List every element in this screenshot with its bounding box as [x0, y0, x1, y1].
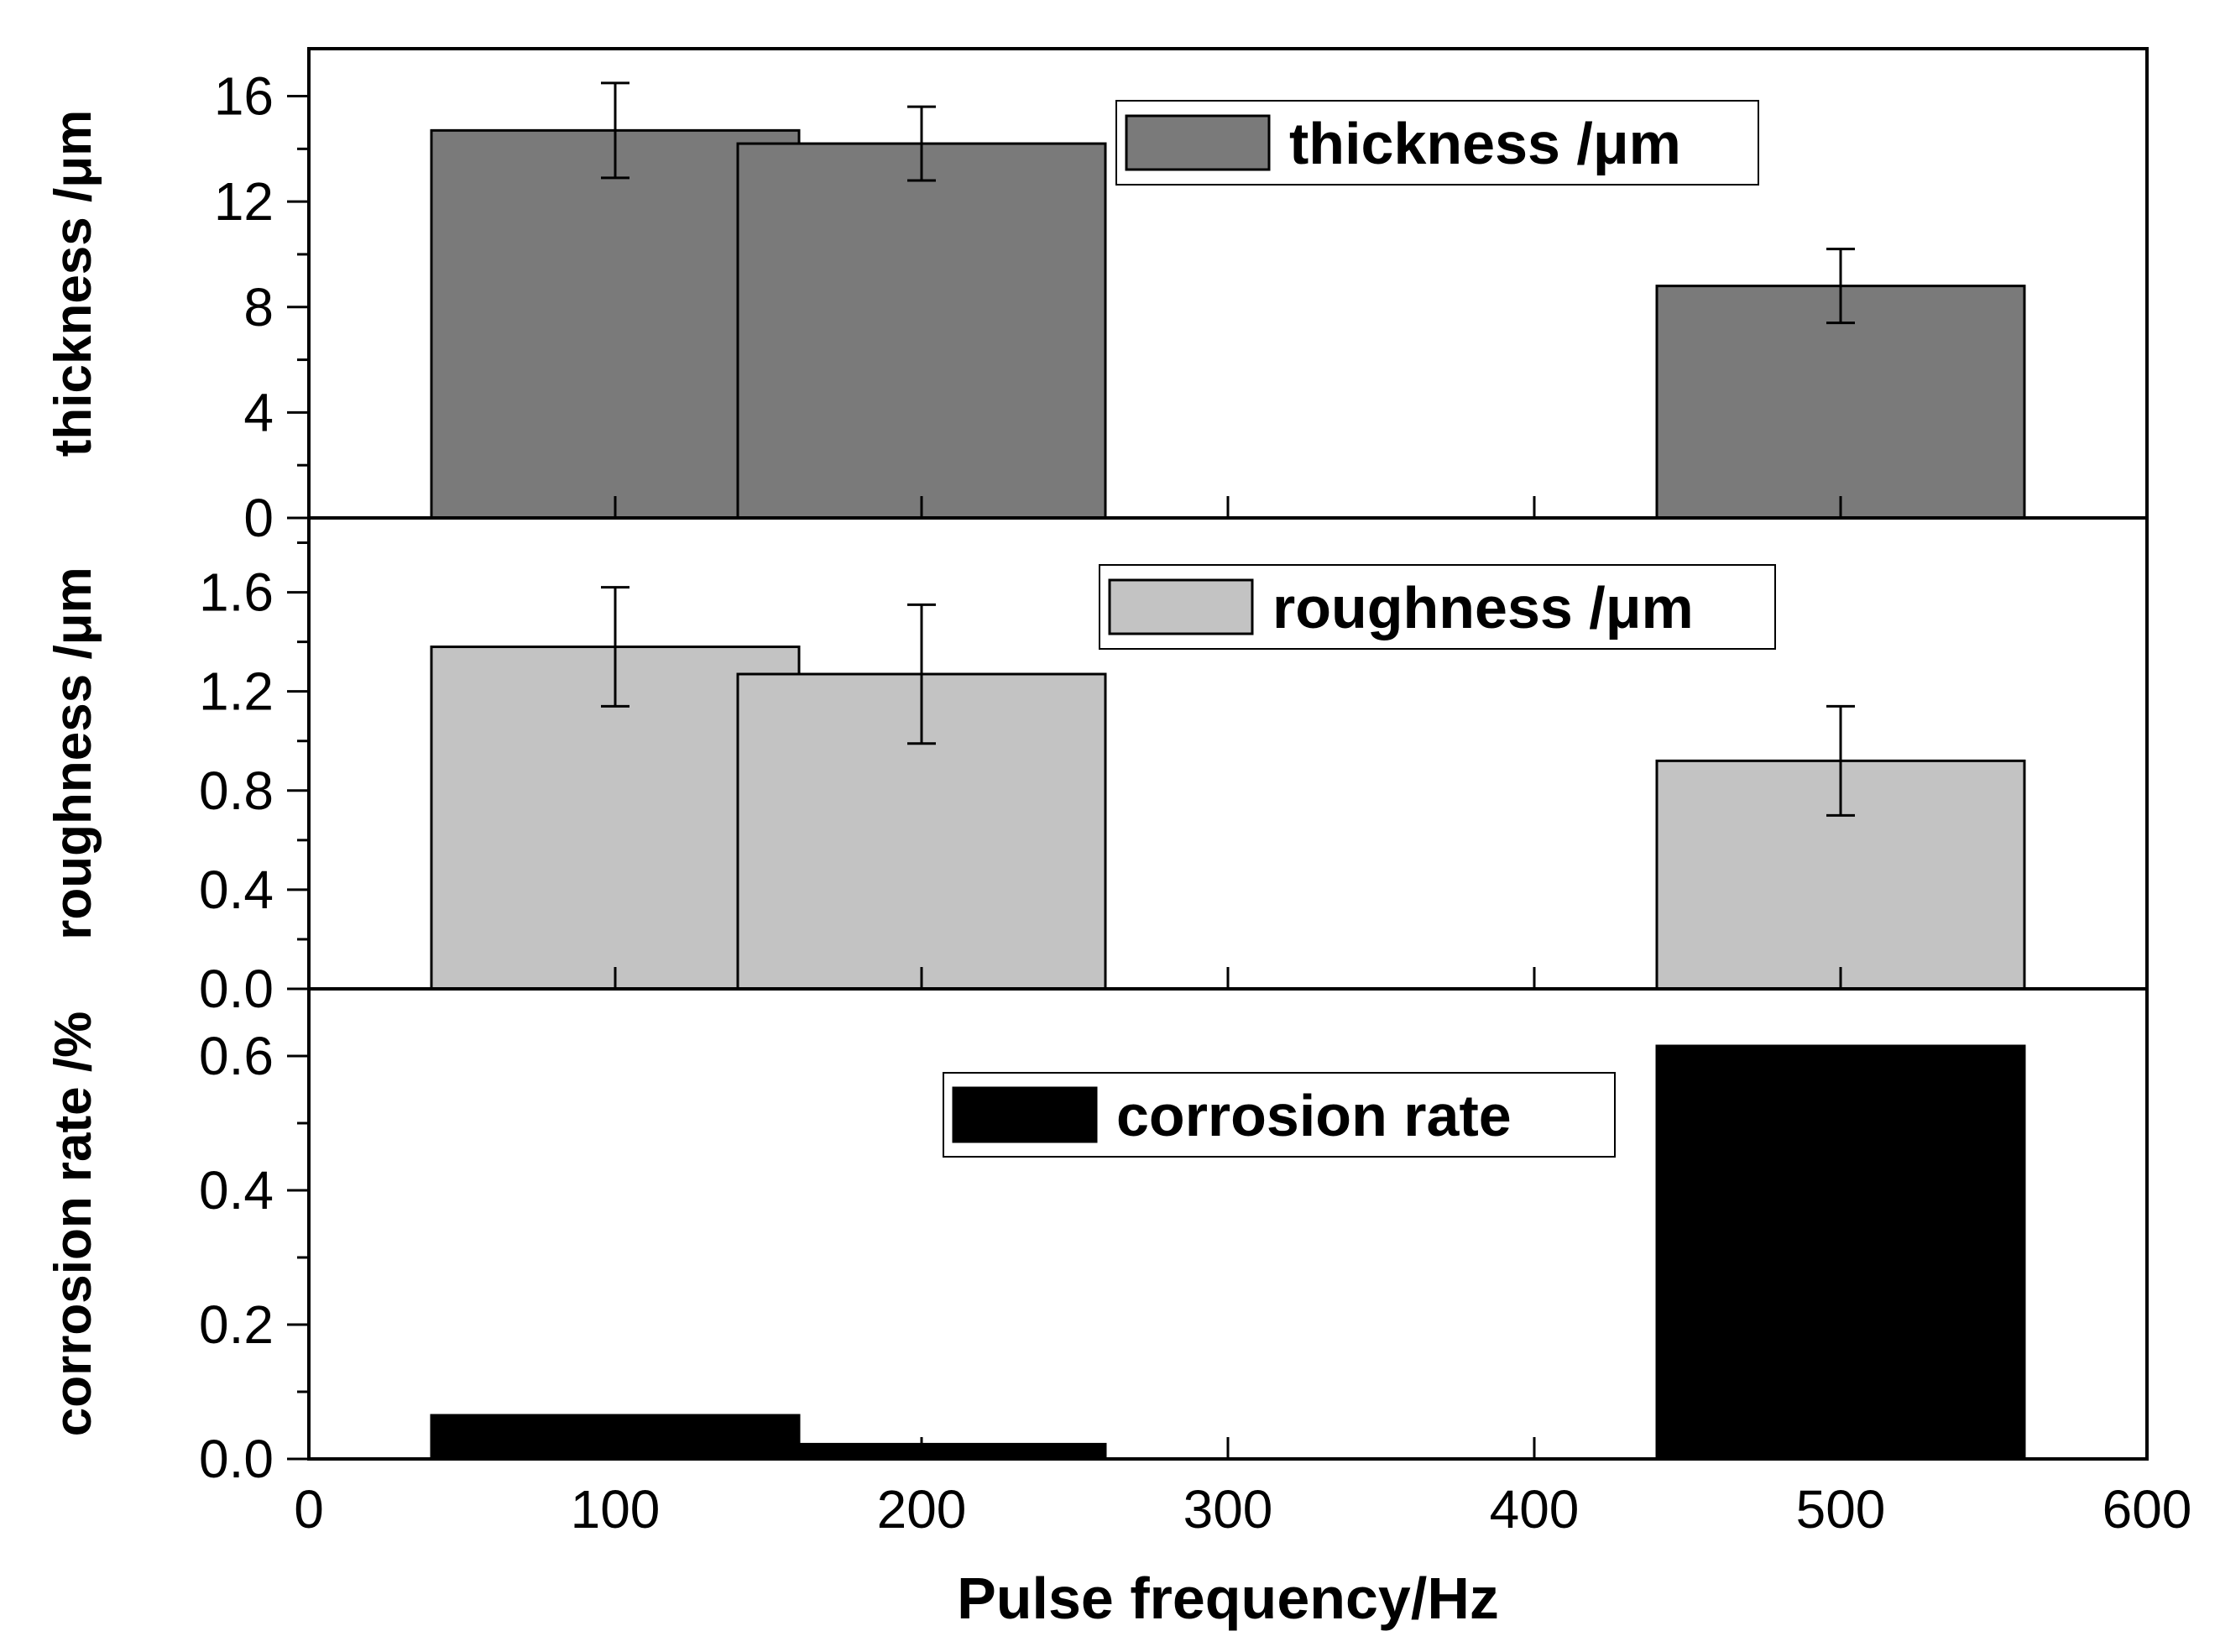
middle-y-tick-label: 0.0: [199, 959, 274, 1019]
bottom-y-axis-title: corrosion rate /%: [44, 1012, 102, 1436]
middle-legend-swatch: [1108, 578, 1254, 635]
middle-y-tick-label: 0.4: [199, 860, 274, 920]
top-y-tick-label: 8: [243, 277, 274, 337]
middle-y-axis-title: roughness /μm: [44, 567, 102, 939]
x-tick-label: 300: [1183, 1479, 1273, 1540]
bottom-y-tick-label: 0.4: [199, 1160, 274, 1221]
bottom-y-tick-label: 0.2: [199, 1294, 274, 1355]
bottom-y-tick-label: 0.0: [199, 1429, 274, 1489]
bottom-y-tick-label: 0.6: [199, 1026, 274, 1086]
middle-y-tick-label: 0.8: [199, 761, 274, 821]
x-tick-label: 200: [877, 1479, 967, 1540]
top-bar-200: [736, 142, 1107, 520]
top-y-axis-title: thickness /μm: [44, 110, 102, 457]
top-y-tick-label: 0: [243, 488, 274, 548]
bottom-legend-swatch: [952, 1086, 1098, 1143]
top-y-tick-label: 4: [243, 382, 274, 442]
bottom-legend-label: corrosion rate: [1116, 1083, 1512, 1148]
top-y-tick-label: 12: [214, 171, 274, 232]
x-tick-label: 500: [1796, 1479, 1886, 1540]
middle-y-tick-label: 1.2: [199, 661, 274, 722]
x-tick-label: 400: [1490, 1479, 1580, 1540]
top-legend-swatch: [1125, 114, 1271, 171]
x-tick-label: 600: [2102, 1479, 2192, 1540]
middle-y-tick-label: 1.6: [199, 562, 274, 623]
x-axis-title: Pulse frequency/Hz: [957, 1566, 1499, 1631]
middle-legend-label: roughness /μm: [1272, 575, 1694, 640]
top-legend-label: thickness /μm: [1289, 111, 1681, 176]
bottom-bar-500: [1655, 1044, 2026, 1461]
x-tick-label: 100: [571, 1479, 661, 1540]
top-bar-500: [1655, 285, 2026, 520]
x-tick-label: 0: [294, 1479, 324, 1540]
top-y-tick-label: 16: [214, 66, 274, 127]
